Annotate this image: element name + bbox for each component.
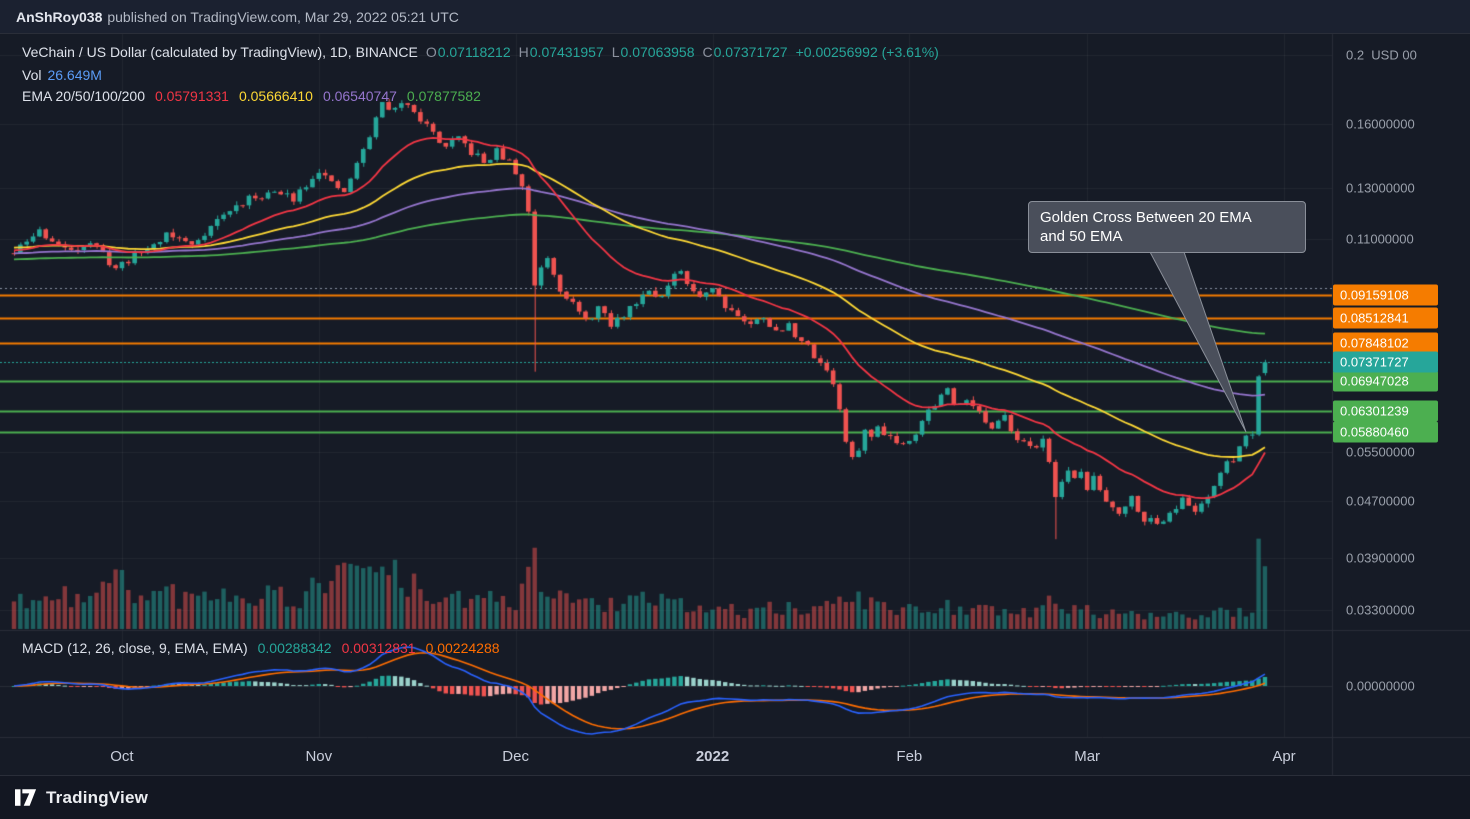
price-axis-label: 0.16000000 [1346,116,1415,132]
volume-label: Vol [22,67,42,83]
open-label: O [425,44,437,60]
macd-label: MACD (12, 26, close, 9, EMA, EMA) [22,640,248,656]
ema100-value: 0.06540747 [322,88,397,104]
macd-zero-label: 0.00000000 [1346,678,1415,694]
symbol-legend[interactable]: VeChain / US Dollar (calculated by Tradi… [22,44,939,60]
price-axis-label: 0.03900000 [1346,550,1415,566]
high-number: 0.07431957 [529,44,604,60]
price-axis-label: 0.2 USD 00 [1346,47,1417,63]
close-label: C [702,44,713,60]
ema50-value: 0.05666410 [238,88,313,104]
ema-legend[interactable]: EMA 20/50/100/200 0.05791331 0.05666410 … [22,88,481,104]
open-value: O 0.07118212 [426,44,511,60]
publish-bar: AnShRoy038 published on TradingView.com,… [0,0,1470,34]
close-value: C 0.07371727 [703,44,788,60]
low-label: L [611,44,620,60]
author-name: AnShRoy038 [16,8,103,25]
close-number: 0.07371727 [713,44,788,60]
symbol-title: VeChain / US Dollar (calculated by Tradi… [22,44,418,60]
price-axis-label: 0.04700000 [1346,493,1415,509]
callout-line-1: Golden Cross Between 20 EMA [1040,209,1252,226]
ema-label: EMA 20/50/100/200 [22,88,145,104]
callout-line-2: and 50 EMA [1040,228,1123,245]
low-number: 0.07063958 [620,44,695,60]
price-level-badge: 0.05880460 [1333,421,1438,443]
macd-value-2: 0.00312831 [341,640,416,656]
price-axis-label: 0.11000000 [1346,231,1414,247]
tradingview-wordmark[interactable]: TradingView [46,787,149,807]
price-axis-label: 0.13000000 [1346,180,1415,196]
time-axis-label: Feb [896,748,923,765]
ema20-value: 0.05791331 [155,88,229,104]
low-value: L 0.07063958 [612,44,695,60]
tradingview-logo-icon[interactable] [15,788,37,807]
golden-cross-callout[interactable]: Golden Cross Between 20 EMA and 50 EMA [1028,201,1306,253]
macd-legend[interactable]: MACD (12, 26, close, 9, EMA, EMA) 0.0028… [22,640,500,656]
publish-info: published on TradingView.com, Mar 29, 20… [107,8,459,25]
time-axis-label: Nov [305,748,333,765]
macd-value-3: 0.00224288 [425,640,500,656]
price-level-badge: 0.07848102 [1333,332,1438,354]
high-label: H [518,44,529,60]
ema200-value: 0.07877582 [406,88,481,104]
macd-value-1: 0.00288342 [257,640,332,656]
time-axis-label: Apr [1272,748,1296,765]
change-value: +0.00256992 (+3.61%) [795,44,939,60]
time-axis-label: Dec [502,748,529,765]
current-price-badge: 0.07371727 [1333,351,1438,373]
price-level-badge: 0.06301239 [1333,400,1438,422]
price-axis-label: 0.05500000 [1346,444,1415,460]
price-level-badge: 0.09159108 [1333,284,1438,306]
price-axis-label: 0.03300000 [1346,602,1415,618]
open-number: 0.07118212 [437,44,511,60]
time-axis[interactable] [0,737,1332,775]
price-level-badge: 0.08512841 [1333,307,1438,329]
high-value: H 0.07431957 [519,44,604,60]
volume-value: 26.649M [47,67,102,83]
footer-bar: TradingView [0,775,1470,819]
price-level-badge: 0.06947028 [1333,370,1438,392]
time-axis-label: 2022 [695,748,730,765]
volume-legend[interactable]: Vol 26.649M [22,67,102,83]
time-axis-label: Mar [1074,748,1101,765]
time-axis-label: Oct [110,748,134,765]
